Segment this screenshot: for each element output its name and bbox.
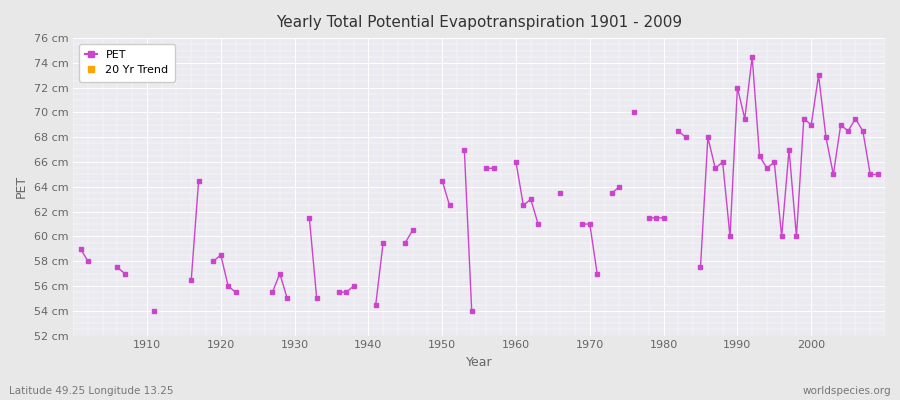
Y-axis label: PET: PET <box>15 175 28 198</box>
X-axis label: Year: Year <box>466 356 492 369</box>
Legend: PET, 20 Yr Trend: PET, 20 Yr Trend <box>78 44 176 82</box>
Title: Yearly Total Potential Evapotranspiration 1901 - 2009: Yearly Total Potential Evapotranspiratio… <box>276 15 682 30</box>
Text: worldspecies.org: worldspecies.org <box>803 386 891 396</box>
Text: Latitude 49.25 Longitude 13.25: Latitude 49.25 Longitude 13.25 <box>9 386 174 396</box>
